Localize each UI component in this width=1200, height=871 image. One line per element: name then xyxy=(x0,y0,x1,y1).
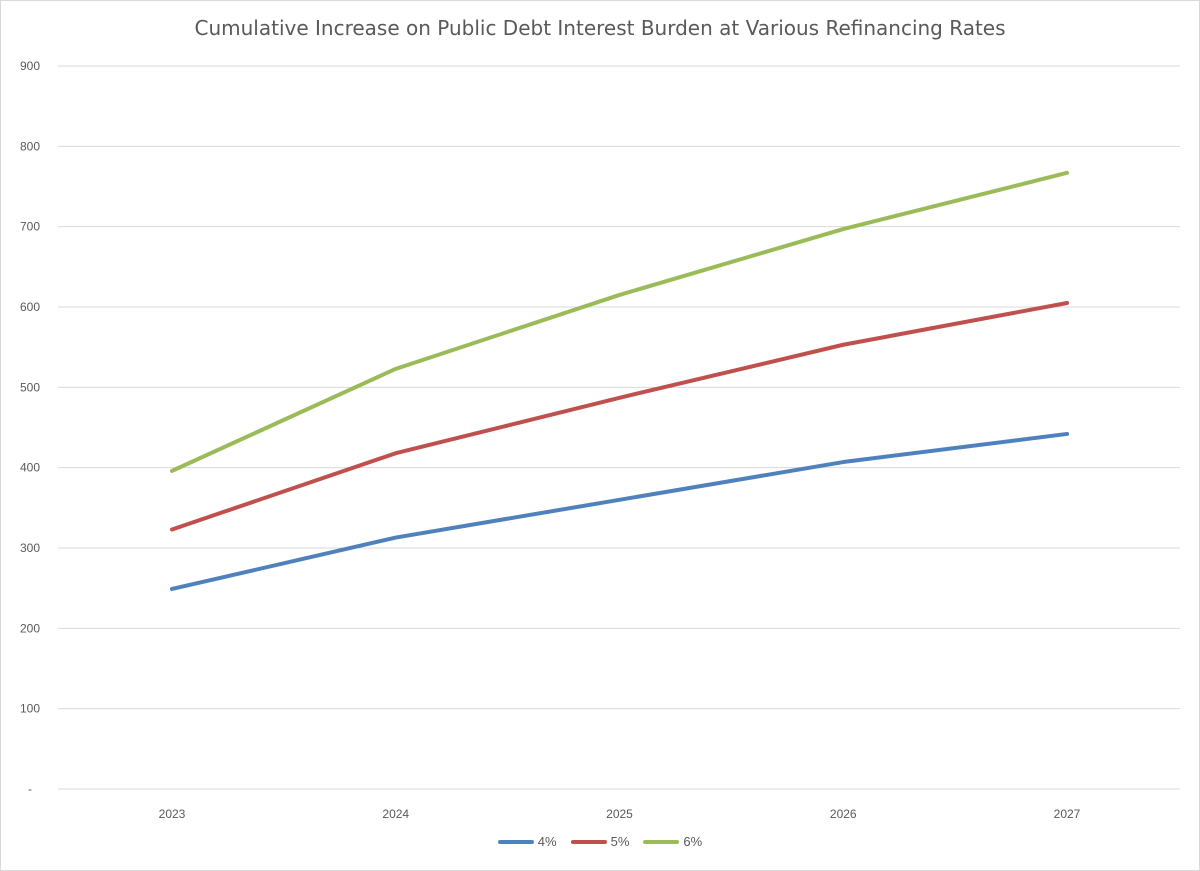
legend-label: 4% xyxy=(537,834,557,849)
series-line-4pct xyxy=(170,431,1069,591)
y-axis-ticks: - 100 200 300 400 500 600 700 800 900 xyxy=(20,59,40,796)
series-line-6pct xyxy=(170,170,1069,473)
legend-item: 5% xyxy=(570,834,630,849)
y-tick-label: 500 xyxy=(20,380,40,394)
legend-item: 4% xyxy=(497,834,557,849)
y-tick-label: 400 xyxy=(20,461,40,475)
y-tick-label: 600 xyxy=(20,300,40,314)
chart-title: Cumulative Increase on Public Debt Inter… xyxy=(194,16,1006,40)
legend-swatch xyxy=(570,839,607,844)
y-tick-label: 900 xyxy=(20,59,40,73)
legend: 4% 5% 6% xyxy=(0,834,1200,849)
y-tick-label: 300 xyxy=(20,541,40,555)
x-axis-ticks: 2023 2024 2025 2026 2027 xyxy=(159,807,1081,821)
x-tick-label: 2027 xyxy=(1054,807,1081,821)
x-tick-label: 2024 xyxy=(382,807,409,821)
y-tick-label: 200 xyxy=(20,621,40,635)
y-tick-label: 700 xyxy=(20,220,40,234)
legend-item: 6% xyxy=(643,834,702,849)
legend-label: 5% xyxy=(610,834,630,849)
legend-swatch xyxy=(497,839,534,844)
gridlines xyxy=(58,65,1180,790)
y-tick-label: - xyxy=(28,782,32,796)
y-tick-label: 100 xyxy=(20,702,40,716)
legend-label: 6% xyxy=(683,834,703,849)
x-tick-label: 2025 xyxy=(606,807,633,821)
series-lines xyxy=(170,170,1069,591)
series-line-5pct xyxy=(170,300,1069,532)
y-tick-label: 800 xyxy=(20,139,40,153)
x-tick-label: 2026 xyxy=(830,807,857,821)
legend-swatch xyxy=(643,839,680,844)
x-tick-label: 2023 xyxy=(159,807,186,821)
